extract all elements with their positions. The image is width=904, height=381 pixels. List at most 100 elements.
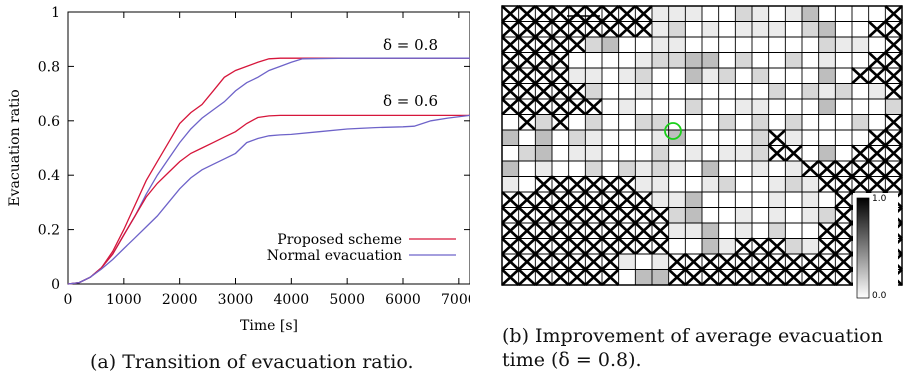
- cross-mark: [551, 36, 570, 54]
- map-cell: [652, 6, 669, 22]
- map-cell: [735, 223, 752, 239]
- cross-mark: [551, 175, 570, 193]
- cross-mark: [567, 5, 587, 23]
- map-cell: [835, 21, 852, 37]
- cross-mark: [851, 175, 870, 193]
- map-cell: [735, 207, 752, 223]
- series-line-3: [67, 114, 470, 285]
- map-cell: [718, 223, 736, 239]
- map-cell: [652, 21, 669, 37]
- map-cell: [768, 52, 786, 68]
- map-cell: [635, 37, 652, 53]
- cross-mark: [884, 113, 903, 131]
- map-cell: [752, 192, 769, 208]
- map-cell: [752, 68, 769, 84]
- map-cell: [852, 6, 869, 22]
- map-cell: [685, 99, 702, 115]
- cross-mark: [517, 206, 537, 224]
- cross-mark: [634, 5, 653, 23]
- map-cell: [735, 176, 752, 192]
- cross-mark: [517, 191, 537, 209]
- map-cell: [685, 207, 702, 223]
- map-cell: [785, 52, 802, 68]
- map-cell: [868, 99, 886, 115]
- map-cell: [602, 99, 619, 115]
- map-cell: [568, 68, 586, 84]
- map-cell: [685, 83, 702, 99]
- cross-mark: [584, 175, 603, 193]
- cross-mark: [601, 237, 620, 255]
- map-cell: [768, 68, 786, 84]
- cross-mark: [584, 222, 603, 240]
- map-cell: [685, 130, 702, 146]
- map-cell: [685, 176, 702, 192]
- cross-mark: [634, 237, 653, 255]
- cross-mark: [617, 175, 637, 193]
- cross-mark: [701, 268, 720, 286]
- map-cell: [852, 130, 869, 146]
- cross-mark: [534, 82, 553, 100]
- cross-mark: [567, 268, 587, 286]
- map-cell: [768, 207, 786, 223]
- map-cell: [785, 161, 802, 177]
- cross-mark: [551, 98, 570, 116]
- map-cell: [752, 223, 769, 239]
- cross-mark: [501, 20, 520, 38]
- cross-mark: [651, 237, 670, 255]
- cross-mark: [601, 20, 620, 38]
- map-cell: [785, 114, 802, 130]
- map-cell: [618, 114, 636, 130]
- cross-mark: [534, 253, 553, 271]
- map-cell: [685, 21, 702, 37]
- map-cell: [618, 99, 636, 115]
- map-cell: [652, 114, 669, 130]
- cross-mark: [817, 253, 837, 271]
- map-cell: [768, 83, 786, 99]
- map-cell: [718, 192, 736, 208]
- cross-mark: [517, 222, 537, 240]
- cross-mark: [551, 51, 570, 69]
- caption-b: (b) Improvement of average evacuation ti…: [502, 325, 883, 371]
- cross-mark: [801, 160, 820, 178]
- cross-mark: [667, 253, 687, 271]
- cross-mark: [684, 253, 703, 271]
- map-cell: [668, 68, 686, 84]
- cross-mark: [601, 175, 620, 193]
- map-cell: [668, 176, 686, 192]
- cross-mark: [867, 67, 887, 85]
- cross-mark: [784, 144, 803, 162]
- map-cell: [635, 99, 652, 115]
- map-cell: [618, 269, 636, 285]
- cross-mark: [584, 206, 603, 224]
- cross-mark: [884, 5, 903, 23]
- cross-mark: [751, 253, 770, 271]
- map-cell: [635, 145, 652, 161]
- map-cell: [652, 52, 669, 68]
- cross-mark: [534, 175, 553, 193]
- map-cell: [768, 161, 786, 177]
- map-cell: [835, 6, 852, 22]
- map-cell: [652, 254, 669, 270]
- map-cell: [702, 52, 719, 68]
- map-cell: [818, 99, 836, 115]
- map-cell: [568, 130, 586, 146]
- map-cell: [802, 130, 819, 146]
- y-tick-label: 0.8: [38, 59, 60, 75]
- cross-mark: [884, 51, 903, 69]
- map-cell: [785, 21, 802, 37]
- cross-mark: [884, 36, 903, 54]
- map-cell: [685, 161, 702, 177]
- x-tick-label: 6000: [385, 292, 421, 308]
- cross-mark: [884, 82, 903, 100]
- map-cell: [602, 130, 619, 146]
- colorbar: 1.0 0.0: [853, 193, 898, 304]
- cross-mark: [834, 206, 853, 224]
- map-cell: [685, 145, 702, 161]
- map-cell: [735, 192, 752, 208]
- map-cell: [868, 83, 886, 99]
- cross-mark: [601, 191, 620, 209]
- legend: Proposed scheme Normal evacuation: [267, 232, 456, 264]
- map-cell: [835, 37, 852, 53]
- cross-mark: [701, 253, 720, 271]
- cross-mark: [567, 20, 587, 38]
